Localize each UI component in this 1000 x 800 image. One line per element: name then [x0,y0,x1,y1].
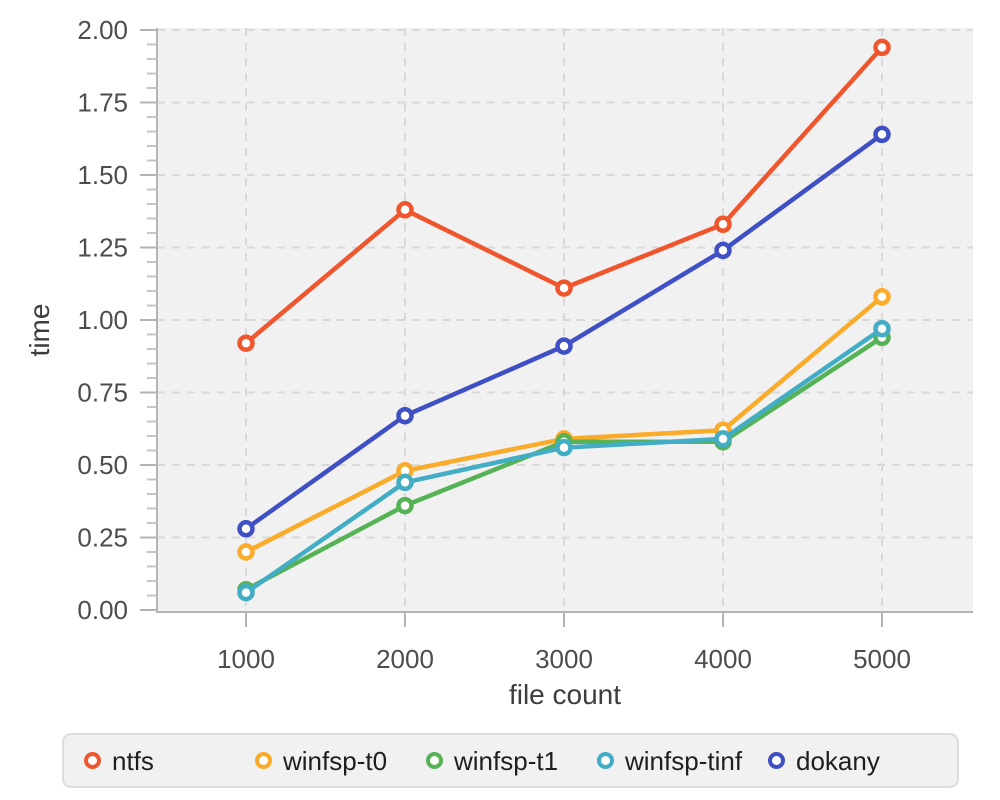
y-tick-label: 0.75 [77,378,128,408]
data-point-winfsp-tinf [237,583,255,602]
data-point-ntfs [237,334,255,352]
x-tick-label: 4000 [694,644,752,674]
x-tick-label: 5000 [853,644,911,674]
data-point-ntfs [555,279,573,297]
data-point-winfsp-tinf [714,430,732,448]
legend-marker-winfsp-tinf [597,752,614,769]
data-point-winfsp-t1 [396,496,414,515]
legend-label: winfsp-tinf [625,745,743,776]
y-tick-label: 0.50 [77,450,128,480]
y-tick-label: 0.00 [77,595,128,625]
data-point-dokany [555,337,573,355]
data-point-ntfs [396,201,414,219]
legend-item-winfsp-t0: winfsp-t0 [255,748,426,774]
data-point-winfsp-tinf [396,473,414,492]
y-tick-label: 1.50 [77,160,128,190]
y-tick-label: 1.75 [77,88,128,118]
data-point-dokany [396,406,414,425]
y-tick-label: 2.00 [77,15,128,45]
legend-label: winfsp-t0 [283,745,388,776]
legend-item-dokany: dokany [768,748,939,774]
data-point-winfsp-t0 [237,543,255,561]
data-point-dokany [873,125,891,144]
x-axis-title: file count [508,679,622,710]
legend-item-winfsp-t1: winfsp-t1 [426,748,597,774]
legend-label: winfsp-t1 [454,745,559,776]
data-point-winfsp-tinf [873,319,891,338]
data-point-winfsp-t0 [873,288,891,306]
legend-item-ntfs: ntfs [84,748,255,774]
data-point-dokany [237,520,255,538]
data-point-ntfs [714,215,732,234]
x-tick-label: 2000 [376,644,434,674]
data-point-dokany [714,241,732,260]
y-tick-label: 1.00 [77,305,128,335]
data-point-ntfs [873,38,891,57]
data-point-winfsp-tinf [555,438,573,457]
y-tick-label: 0.25 [77,523,128,553]
legend-marker-dokany [768,752,785,769]
legend-label: ntfs [112,745,154,776]
x-tick-label: 1000 [217,644,275,674]
y-axis-title: time [24,303,55,357]
legend-label: dokany [796,745,880,776]
x-tick-label: 3000 [535,644,593,674]
legend: ntfs winfsp-t0 winfsp-t1 winfsp-tinf dokany [62,733,959,788]
legend-marker-winfsp-t1 [426,752,443,769]
y-tick-label: 1.25 [77,233,128,263]
legend-marker-ntfs [84,752,101,769]
legend-marker-winfsp-t0 [255,752,272,769]
legend-item-winfsp-tinf: winfsp-tinf [597,748,768,774]
